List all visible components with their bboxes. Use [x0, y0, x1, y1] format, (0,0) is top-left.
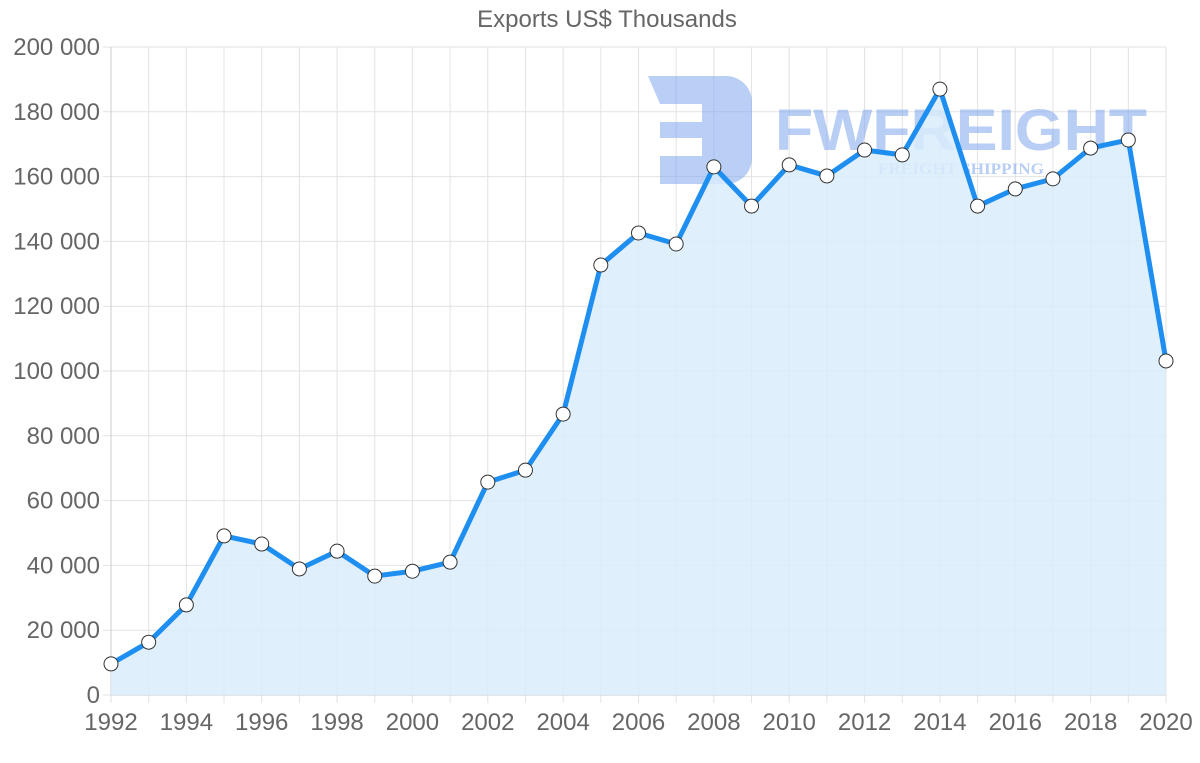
- y-tick-label: 0: [87, 682, 100, 709]
- data-point[interactable]: [291, 561, 307, 577]
- data-point[interactable]: [254, 536, 270, 552]
- data-point[interactable]: [593, 257, 609, 273]
- data-point[interactable]: [668, 236, 684, 252]
- data-point[interactable]: [706, 159, 722, 175]
- chart-title: Exports US$ Thousands: [477, 6, 737, 33]
- area-fill: [111, 89, 1166, 696]
- x-tick-label: 2018: [1064, 709, 1117, 736]
- x-tick-label: 1992: [84, 709, 137, 736]
- data-point[interactable]: [857, 142, 873, 158]
- y-tick-label: 100 000: [13, 358, 100, 385]
- data-point[interactable]: [744, 198, 760, 214]
- data-point[interactable]: [404, 563, 420, 579]
- data-point[interactable]: [480, 474, 496, 490]
- y-tick-label: 20 000: [27, 617, 100, 644]
- x-tick-label: 2006: [612, 709, 665, 736]
- data-point[interactable]: [1120, 132, 1136, 148]
- data-point[interactable]: [1045, 171, 1061, 187]
- data-point[interactable]: [329, 543, 345, 559]
- y-tick-label: 140 000: [13, 228, 100, 255]
- y-tick-label: 80 000: [27, 423, 100, 450]
- x-tick-label: 2012: [838, 709, 891, 736]
- x-tick-label: 2004: [536, 709, 589, 736]
- data-point[interactable]: [894, 147, 910, 163]
- y-axis: 0 20 000 40 000 60 000 80 000 100 000 120 000 1…: [13, 34, 100, 709]
- data-point[interactable]: [103, 656, 119, 672]
- data-point[interactable]: [1083, 140, 1099, 156]
- data-point[interactable]: [1158, 353, 1174, 369]
- x-tick-label: 2014: [913, 709, 966, 736]
- y-tick-label: 120 000: [13, 293, 100, 320]
- y-tick-label: 40 000: [27, 552, 100, 579]
- y-tick-label: 200 000: [13, 34, 100, 61]
- x-tick-label: 1996: [235, 709, 288, 736]
- x-tick-label: 2020: [1139, 709, 1192, 736]
- data-points: [103, 81, 1174, 672]
- x-tick-label: 2002: [461, 709, 514, 736]
- data-point[interactable]: [631, 225, 646, 241]
- data-point[interactable]: [819, 168, 835, 184]
- data-point[interactable]: [932, 81, 948, 97]
- x-tick-label: 2000: [386, 709, 439, 736]
- y-tick-label: 180 000: [13, 99, 100, 126]
- x-tick-label: 2010: [763, 709, 816, 736]
- data-point[interactable]: [1007, 181, 1023, 197]
- y-tick-label: 60 000: [27, 488, 100, 515]
- data-point[interactable]: [970, 198, 986, 214]
- y-tick-label: 160 000: [13, 164, 100, 191]
- data-point[interactable]: [555, 406, 571, 422]
- data-point[interactable]: [442, 554, 458, 570]
- data-point[interactable]: [178, 597, 194, 613]
- data-point[interactable]: [367, 568, 383, 584]
- data-point[interactable]: [517, 462, 533, 478]
- x-tick-label: 2016: [989, 709, 1042, 736]
- x-tick-label: 1998: [310, 709, 363, 736]
- data-point[interactable]: [216, 528, 232, 544]
- x-tick-label: 1994: [160, 709, 213, 736]
- data-point[interactable]: [141, 634, 157, 650]
- data-point[interactable]: [781, 157, 797, 173]
- x-axis: 1992 1994 1996 1998 2000 2002 2004 2006 2008 2010…: [84, 709, 1192, 736]
- watermark-logo-icon: [648, 76, 752, 184]
- x-tick-label: 2008: [687, 709, 740, 736]
